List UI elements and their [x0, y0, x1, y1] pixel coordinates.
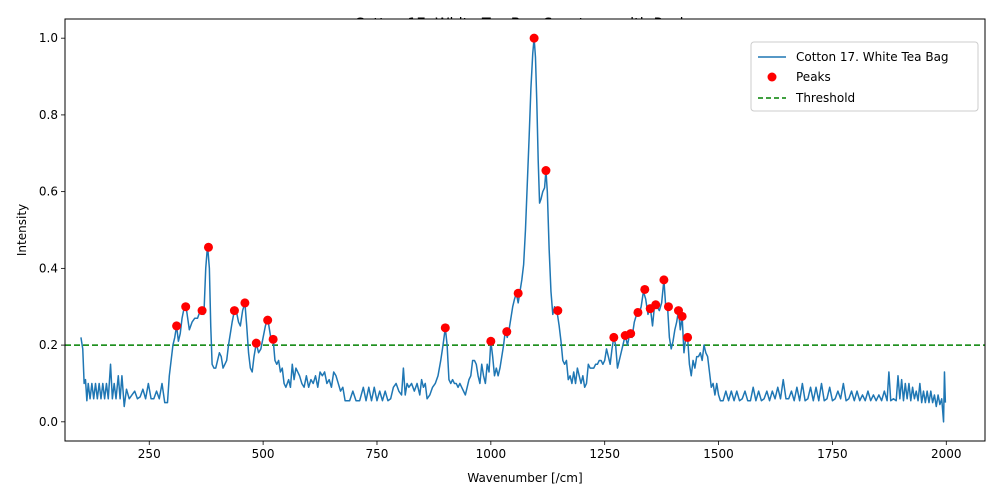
peak-marker [240, 298, 250, 308]
peak-marker [229, 306, 239, 316]
legend: Cotton 17. White Tea Bag Peaks Threshold [750, 41, 979, 112]
legend-label-threshold: Threshold [795, 91, 855, 105]
legend-peak-swatch [767, 72, 777, 82]
x-axis-ticks: 250 500 750 1000 1250 1500 1750 2000 [138, 441, 962, 461]
x-tick-label: 750 [366, 447, 389, 461]
peak-marker [683, 332, 693, 342]
peak-marker [440, 323, 450, 333]
x-tick-label: 1750 [817, 447, 848, 461]
peak-marker [513, 288, 523, 298]
peak-marker [633, 307, 643, 317]
peak-marker [203, 242, 213, 252]
peak-marker [640, 284, 650, 294]
x-tick-label: 1500 [703, 447, 734, 461]
peak-marker [651, 300, 661, 310]
peak-marker [609, 332, 619, 342]
y-axis-ticks: 0.0 0.2 0.4 0.6 0.8 1.0 [39, 31, 65, 429]
peak-marker [677, 311, 687, 321]
y-tick-label: 0.6 [39, 185, 58, 199]
y-tick-label: 1.0 [39, 31, 58, 45]
legend-label-peaks: Peaks [796, 70, 831, 84]
y-tick-label: 0.4 [39, 261, 58, 275]
peak-marker [529, 33, 539, 43]
peak-marker [626, 329, 636, 339]
x-tick-label: 1250 [589, 447, 620, 461]
x-tick-label: 500 [252, 447, 275, 461]
series-layer [80, 37, 947, 423]
x-tick-label: 1000 [476, 447, 507, 461]
peak-marker [486, 336, 496, 346]
legend-label-spectrum: Cotton 17. White Tea Bag [796, 50, 949, 64]
spectrum-line [80, 37, 947, 423]
x-axis-label: Wavenumber [/cm] [467, 471, 582, 485]
y-axis-label: Intensity [15, 204, 29, 256]
y-tick-label: 0.8 [39, 108, 58, 122]
peak-marker [541, 166, 551, 176]
peak-marker [663, 302, 673, 312]
x-tick-label: 2000 [931, 447, 962, 461]
peaks-layer [172, 33, 693, 348]
peak-marker [263, 315, 273, 325]
peak-marker [268, 334, 278, 344]
peak-marker [659, 275, 669, 285]
peak-marker [181, 302, 191, 312]
x-tick-label: 250 [138, 447, 161, 461]
peak-marker [553, 306, 563, 316]
peak-marker [197, 306, 207, 316]
peak-marker [502, 327, 512, 337]
plot-frame [64, 18, 986, 442]
peak-marker [251, 338, 261, 348]
y-tick-label: 0.0 [39, 415, 58, 429]
peak-marker [172, 321, 182, 331]
y-tick-label: 0.2 [39, 338, 58, 352]
legend-box [750, 41, 979, 112]
